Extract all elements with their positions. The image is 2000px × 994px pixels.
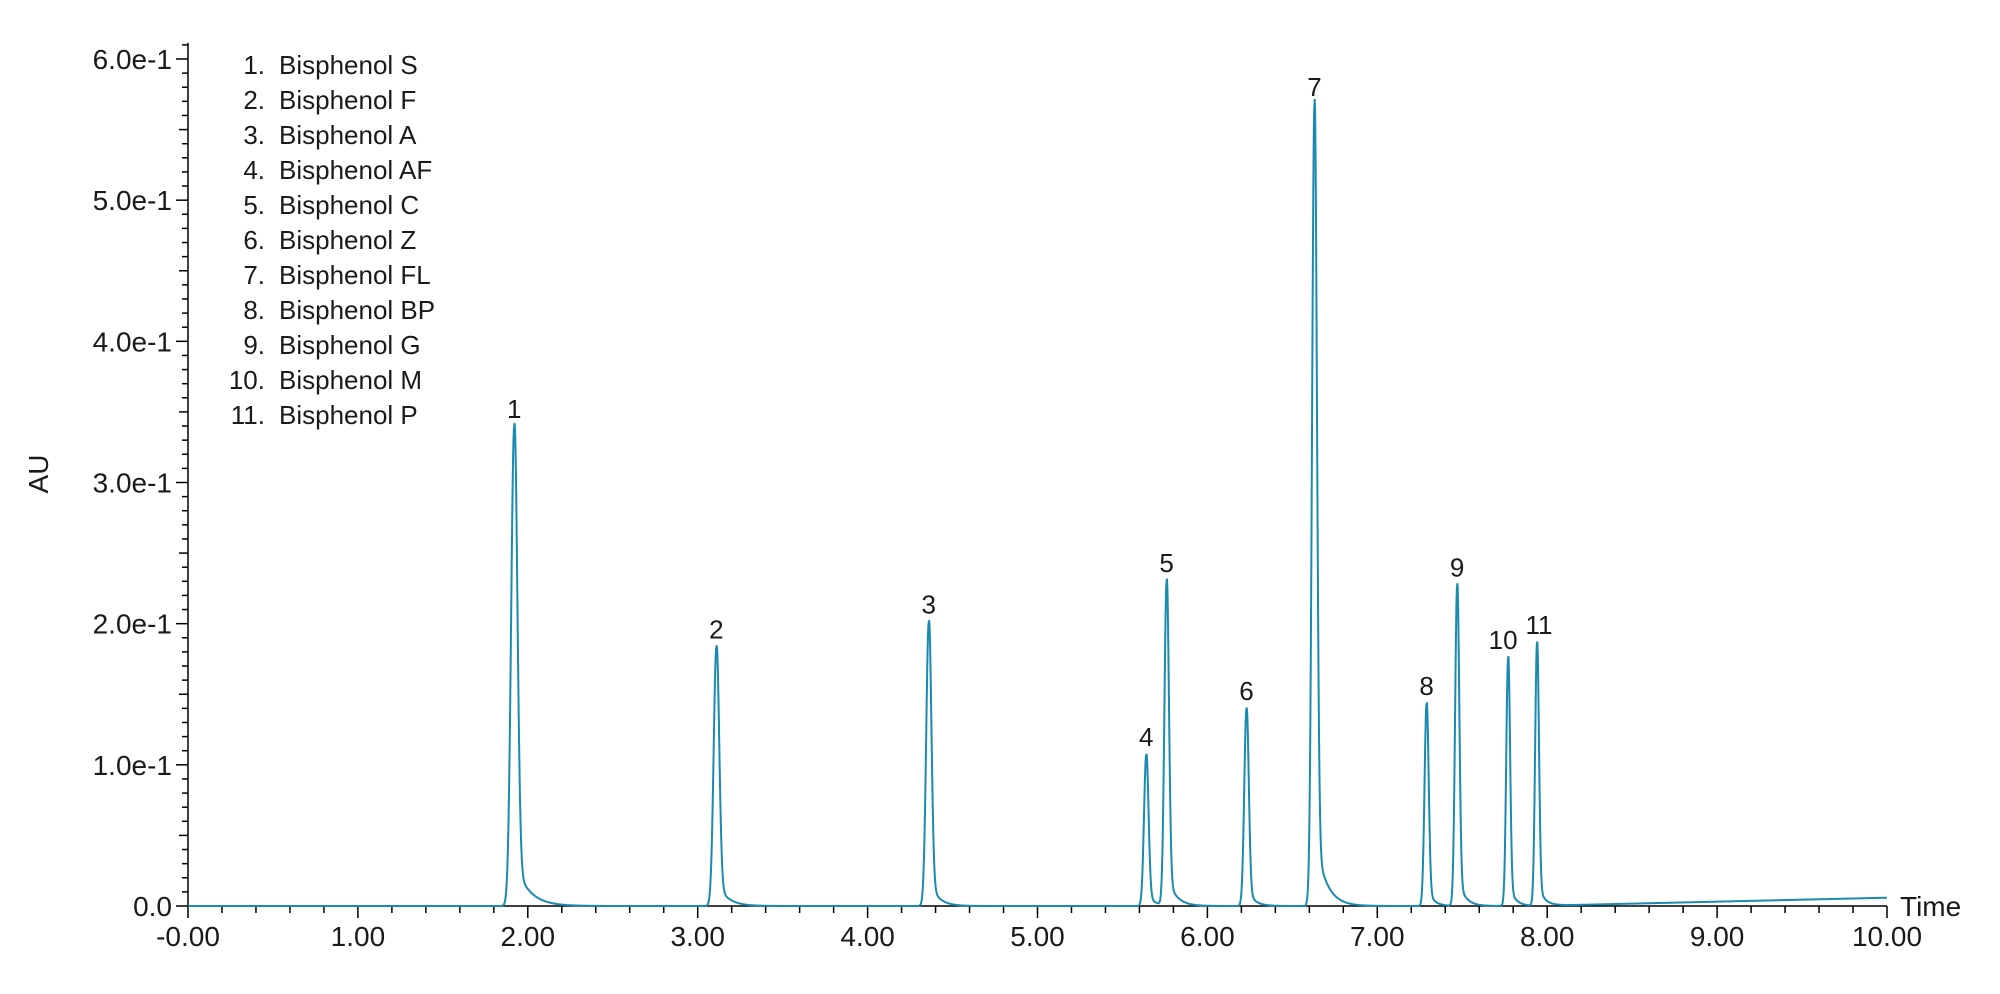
y-tick-label: 6.0e-1 — [93, 44, 172, 75]
x-tick-label: 1.00 — [331, 921, 386, 952]
peak-label: 7 — [1307, 72, 1321, 102]
y-axis: 0.0 1.0e-1 2.0e-1 3.0e-1 4.0e-1 5.0e-1 6.0e-1 — [93, 42, 189, 922]
x-tick-label: 2.00 — [501, 921, 556, 952]
peak-label: 9 — [1450, 553, 1464, 583]
peak-label: 1 — [507, 394, 521, 424]
legend-entry: Bisphenol P — [279, 400, 418, 430]
legend-number: 8. — [243, 295, 265, 325]
legend-number: 7. — [243, 260, 265, 290]
legend-entry: Bisphenol S — [279, 50, 418, 80]
legend-entry: Bisphenol AF — [279, 155, 432, 185]
x-tick-label: 9.00 — [1690, 921, 1745, 952]
y-tick-label: 4.0e-1 — [93, 326, 172, 357]
legend-number: 6. — [243, 225, 265, 255]
legend-entry: Bisphenol F — [279, 85, 416, 115]
peak-label: 8 — [1419, 671, 1433, 701]
legend-number: 11. — [231, 400, 265, 430]
legend-number: 5. — [243, 190, 265, 220]
peak-label: 10 — [1489, 625, 1518, 655]
y-tick-label: 3.0e-1 — [93, 468, 172, 499]
peak-label: 11 — [1526, 610, 1553, 640]
legend-number: 10. — [229, 365, 265, 395]
x-axis-label: Time — [1900, 891, 1961, 922]
legend-entry: Bisphenol A — [279, 120, 417, 150]
y-tick-label: 1.0e-1 — [93, 750, 172, 781]
y-axis-label: AU — [23, 455, 54, 494]
legend-entry: Bisphenol BP — [279, 295, 435, 325]
peak-label: 4 — [1139, 722, 1153, 752]
x-tick-label: 10.00 — [1852, 921, 1922, 952]
legend-entry: Bisphenol Z — [279, 225, 416, 255]
legend-number: 1. — [243, 50, 265, 80]
peak-labels: 1 2 3 4 5 6 7 8 9 10 11 — [507, 72, 1553, 752]
legend-entry: Bisphenol G — [279, 330, 421, 360]
x-tick-label: 7.00 — [1350, 921, 1405, 952]
x-tick-label: 3.00 — [670, 921, 725, 952]
x-tick-label: 4.00 — [840, 921, 895, 952]
x-tick-label: 6.00 — [1180, 921, 1235, 952]
legend-entry: Bisphenol M — [279, 365, 422, 395]
y-tick-label: 0.0 — [133, 891, 172, 922]
x-tick-label: 8.00 — [1520, 921, 1575, 952]
legend: 1. Bisphenol S 2. Bisphenol F 3. Bisphenol A 4… — [229, 50, 435, 430]
legend-entry: Bisphenol C — [279, 190, 419, 220]
peak-label: 2 — [709, 614, 723, 644]
peak-label: 5 — [1159, 548, 1173, 578]
legend-number: 9. — [243, 330, 265, 360]
y-tick-label: 2.0e-1 — [93, 609, 172, 640]
peak-label: 3 — [922, 589, 936, 619]
chromatogram-trace — [188, 98, 1888, 907]
legend-number: 3. — [243, 120, 265, 150]
x-axis: -0.00 1.00 2.00 3.00 4.00 5.00 6.00 7.00 8.00 9.0… — [156, 905, 1922, 952]
x-tick-label: -0.00 — [156, 921, 220, 952]
x-tick-label: 5.00 — [1010, 921, 1065, 952]
legend-entry: Bisphenol FL — [279, 260, 431, 290]
y-tick-label: 5.0e-1 — [93, 185, 172, 216]
legend-number: 2. — [243, 85, 265, 115]
peak-label: 6 — [1239, 676, 1253, 706]
legend-number: 4. — [243, 155, 265, 185]
